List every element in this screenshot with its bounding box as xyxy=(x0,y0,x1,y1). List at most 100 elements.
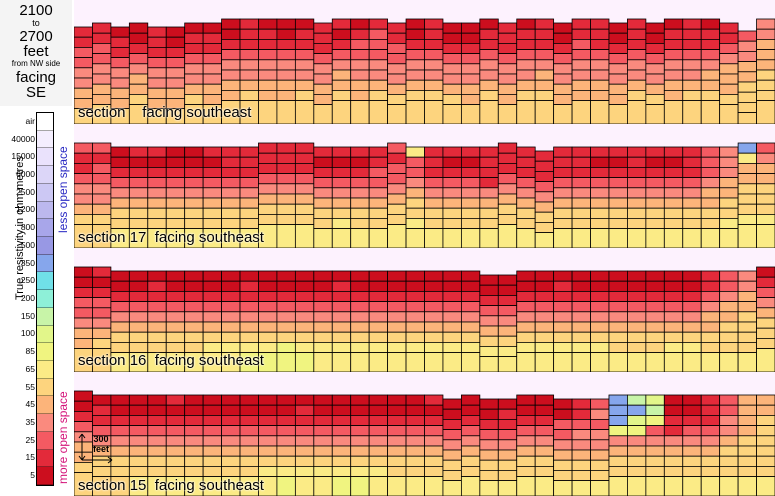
heatmap-cell xyxy=(516,270,536,282)
heatmap-cell xyxy=(331,177,352,189)
heatmap-cell xyxy=(92,193,112,205)
heatmap-cell xyxy=(331,18,352,30)
heatmap-cell xyxy=(516,311,536,323)
heatmap-cell xyxy=(682,156,702,168)
heatmap-cell xyxy=(350,331,370,343)
heatmap-cell xyxy=(534,290,555,302)
heatmap-cell xyxy=(756,266,775,278)
heatmap-cell xyxy=(368,476,389,496)
heatmap-cell xyxy=(442,418,462,430)
heatmap-cell xyxy=(110,146,130,158)
heatmap-cell xyxy=(258,404,278,416)
heatmap-cell xyxy=(608,352,628,373)
heatmap-cell xyxy=(663,465,684,477)
heatmap-cell xyxy=(442,398,462,410)
heatmap-cell xyxy=(700,331,721,343)
legend-swatch xyxy=(37,219,53,237)
heatmap-cell xyxy=(608,301,628,313)
heatmap-cell xyxy=(663,28,684,40)
heatmap-cell xyxy=(682,228,702,249)
heatmap-cell xyxy=(682,290,702,302)
heatmap-cell xyxy=(442,270,462,282)
heatmap-cell xyxy=(590,480,610,496)
heatmap-cell xyxy=(645,187,665,199)
heatmap-cell xyxy=(700,404,721,416)
heatmap-cell xyxy=(294,183,315,195)
heatmap-cell xyxy=(516,49,536,61)
heatmap-cell xyxy=(184,321,204,333)
heatmap-cell xyxy=(184,43,204,55)
heatmap-cell xyxy=(350,166,370,178)
heatmap-cell xyxy=(331,166,352,178)
heatmap-cell xyxy=(424,100,444,125)
heatmap-cell xyxy=(258,203,278,215)
heatmap-cell xyxy=(534,39,555,51)
header-line-1: 2100 xyxy=(19,2,53,19)
heatmap-cell xyxy=(663,90,684,102)
heatmap-cell xyxy=(313,341,333,353)
heatmap-cell xyxy=(608,94,628,106)
heatmap-cell xyxy=(92,317,112,329)
header-line-5: from NW side xyxy=(11,59,61,68)
heatmap-cell xyxy=(202,311,222,323)
heatmap-cell xyxy=(313,104,333,125)
heatmap-cell xyxy=(590,59,610,71)
heatmap-cell xyxy=(331,197,352,209)
scale-bar: 300 feet xyxy=(78,432,116,464)
heatmap-cell xyxy=(350,290,370,302)
heatmap-cell xyxy=(571,177,591,189)
heatmap-cell xyxy=(368,435,389,447)
heatmap-cell xyxy=(239,435,259,447)
heatmap-cell xyxy=(405,425,425,437)
heatmap-cell xyxy=(424,455,444,467)
heatmap-cell xyxy=(405,331,425,343)
heatmap-cell xyxy=(700,301,721,313)
heatmap-cell xyxy=(165,311,186,323)
scale-bar-label: 300 feet xyxy=(92,434,109,454)
heatmap-cell xyxy=(424,465,444,477)
heatmap-cell xyxy=(497,43,518,55)
heatmap-cell xyxy=(74,57,93,69)
heatmap-cell xyxy=(719,166,739,178)
heatmap-cell xyxy=(663,100,684,125)
heatmap-cell xyxy=(553,341,573,353)
heatmap-cell xyxy=(92,307,112,319)
heatmap-cell xyxy=(331,414,352,426)
heatmap-cell xyxy=(128,53,149,65)
heatmap-cell xyxy=(258,59,278,71)
heatmap-cell xyxy=(553,43,573,55)
heatmap-cell xyxy=(719,197,739,209)
heatmap-cell xyxy=(128,270,149,282)
heatmap-cell xyxy=(737,352,757,373)
heatmap-cell xyxy=(313,166,333,178)
heatmap-cell xyxy=(424,414,444,426)
heatmap-cell xyxy=(571,100,591,125)
heatmap-cell xyxy=(424,217,444,229)
heatmap-cell xyxy=(165,166,186,178)
heatmap-cell xyxy=(258,435,278,447)
legend-tick-label: 500 xyxy=(20,239,35,250)
heatmap-cell xyxy=(479,305,499,317)
heatmap-cell xyxy=(553,32,573,44)
heatmap-chart xyxy=(74,0,775,496)
heatmap-cell xyxy=(571,79,591,91)
heatmap-cell xyxy=(387,455,407,467)
heatmap-cell xyxy=(645,341,665,353)
heatmap-cell xyxy=(700,18,721,30)
heatmap-cell xyxy=(627,352,647,373)
legend-tick-label: 40000 xyxy=(11,133,35,144)
heatmap-cell xyxy=(516,435,536,447)
heatmap-cell xyxy=(590,398,610,410)
heatmap-cell xyxy=(350,341,370,353)
heatmap-cell xyxy=(479,345,499,357)
heatmap-cell xyxy=(700,69,721,81)
heatmap-cell xyxy=(110,290,130,302)
heatmap-cell xyxy=(479,439,499,451)
heatmap-cell xyxy=(128,280,149,292)
heatmap-cell xyxy=(92,83,112,95)
heatmap-cell xyxy=(719,425,739,437)
heatmap-cell xyxy=(460,83,481,95)
heatmap-cell xyxy=(571,18,591,30)
heatmap-cell xyxy=(553,94,573,106)
heatmap-cell xyxy=(239,270,259,282)
